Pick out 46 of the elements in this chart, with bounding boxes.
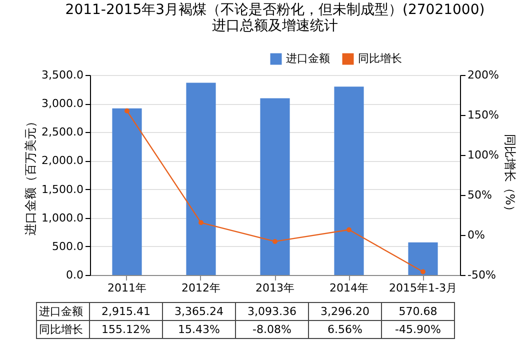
y2-tick-label: 50% [468,188,492,202]
bar [260,98,290,275]
data-label: 3,296.20 [308,302,382,320]
y-tick-label: 3,000.0 [42,97,84,110]
point [272,238,278,244]
legend-label: 同比增长 [358,52,402,65]
bar [112,108,142,275]
y2-tick-label: 200% [468,68,499,82]
y2-tick-label: 100% [468,148,499,162]
x-tick-label: 2014年 [330,282,368,294]
data-label: 2,915.41 [90,302,162,320]
text: 进口金额 [39,305,83,318]
data-label: -45.90% [382,320,454,338]
y-tick-label: 1,000.0 [42,211,84,224]
y-tick-label: 500.0 [52,240,84,253]
y-tick-label: 1,500.0 [42,182,84,196]
x-tick-label: 2015年1-3月 [389,282,457,294]
x-tick-label: 2013年 [256,282,294,294]
y-axis-title: 进口金额（百万美元） [24,116,38,236]
bar [334,86,364,275]
data-label: 155.12% [90,320,162,338]
y-tick-label: 2,000.0 [42,154,84,168]
y2-tick-label: 0% [468,228,485,242]
data-label: 3,365.24 [162,302,236,320]
y2-axis-title: 同比增长（%） [502,134,517,218]
chart-title: 2011-2015年3月褐煤（不论是否粉化，但未制成型）(27021000) 进口总额及增速统计 [65,2,485,34]
point [198,220,204,226]
bar [408,242,438,275]
data-label: 15.43% [162,320,236,338]
x-tick-label: 2011年 [108,282,146,294]
data-label: 6.56% [308,320,382,338]
data-label: 3,093.36 [236,302,308,320]
point [420,269,426,274]
y2-tick-label: -50% [468,268,496,282]
data-label: 570.68 [382,302,454,320]
text: 同比增长 [39,323,83,336]
point [124,108,130,114]
y2-tick-label: 150% [468,108,499,122]
point [346,227,352,232]
y-tick-label: 3,500.0 [42,68,84,82]
data-label: -8.08% [236,320,308,338]
bar [186,82,216,275]
y-tick-label: 0.0 [66,268,84,282]
legend-label: 进口金额 [286,52,330,65]
y-tick-label: 2,500.0 [42,126,84,139]
x-tick-label: 2012年 [182,282,220,294]
